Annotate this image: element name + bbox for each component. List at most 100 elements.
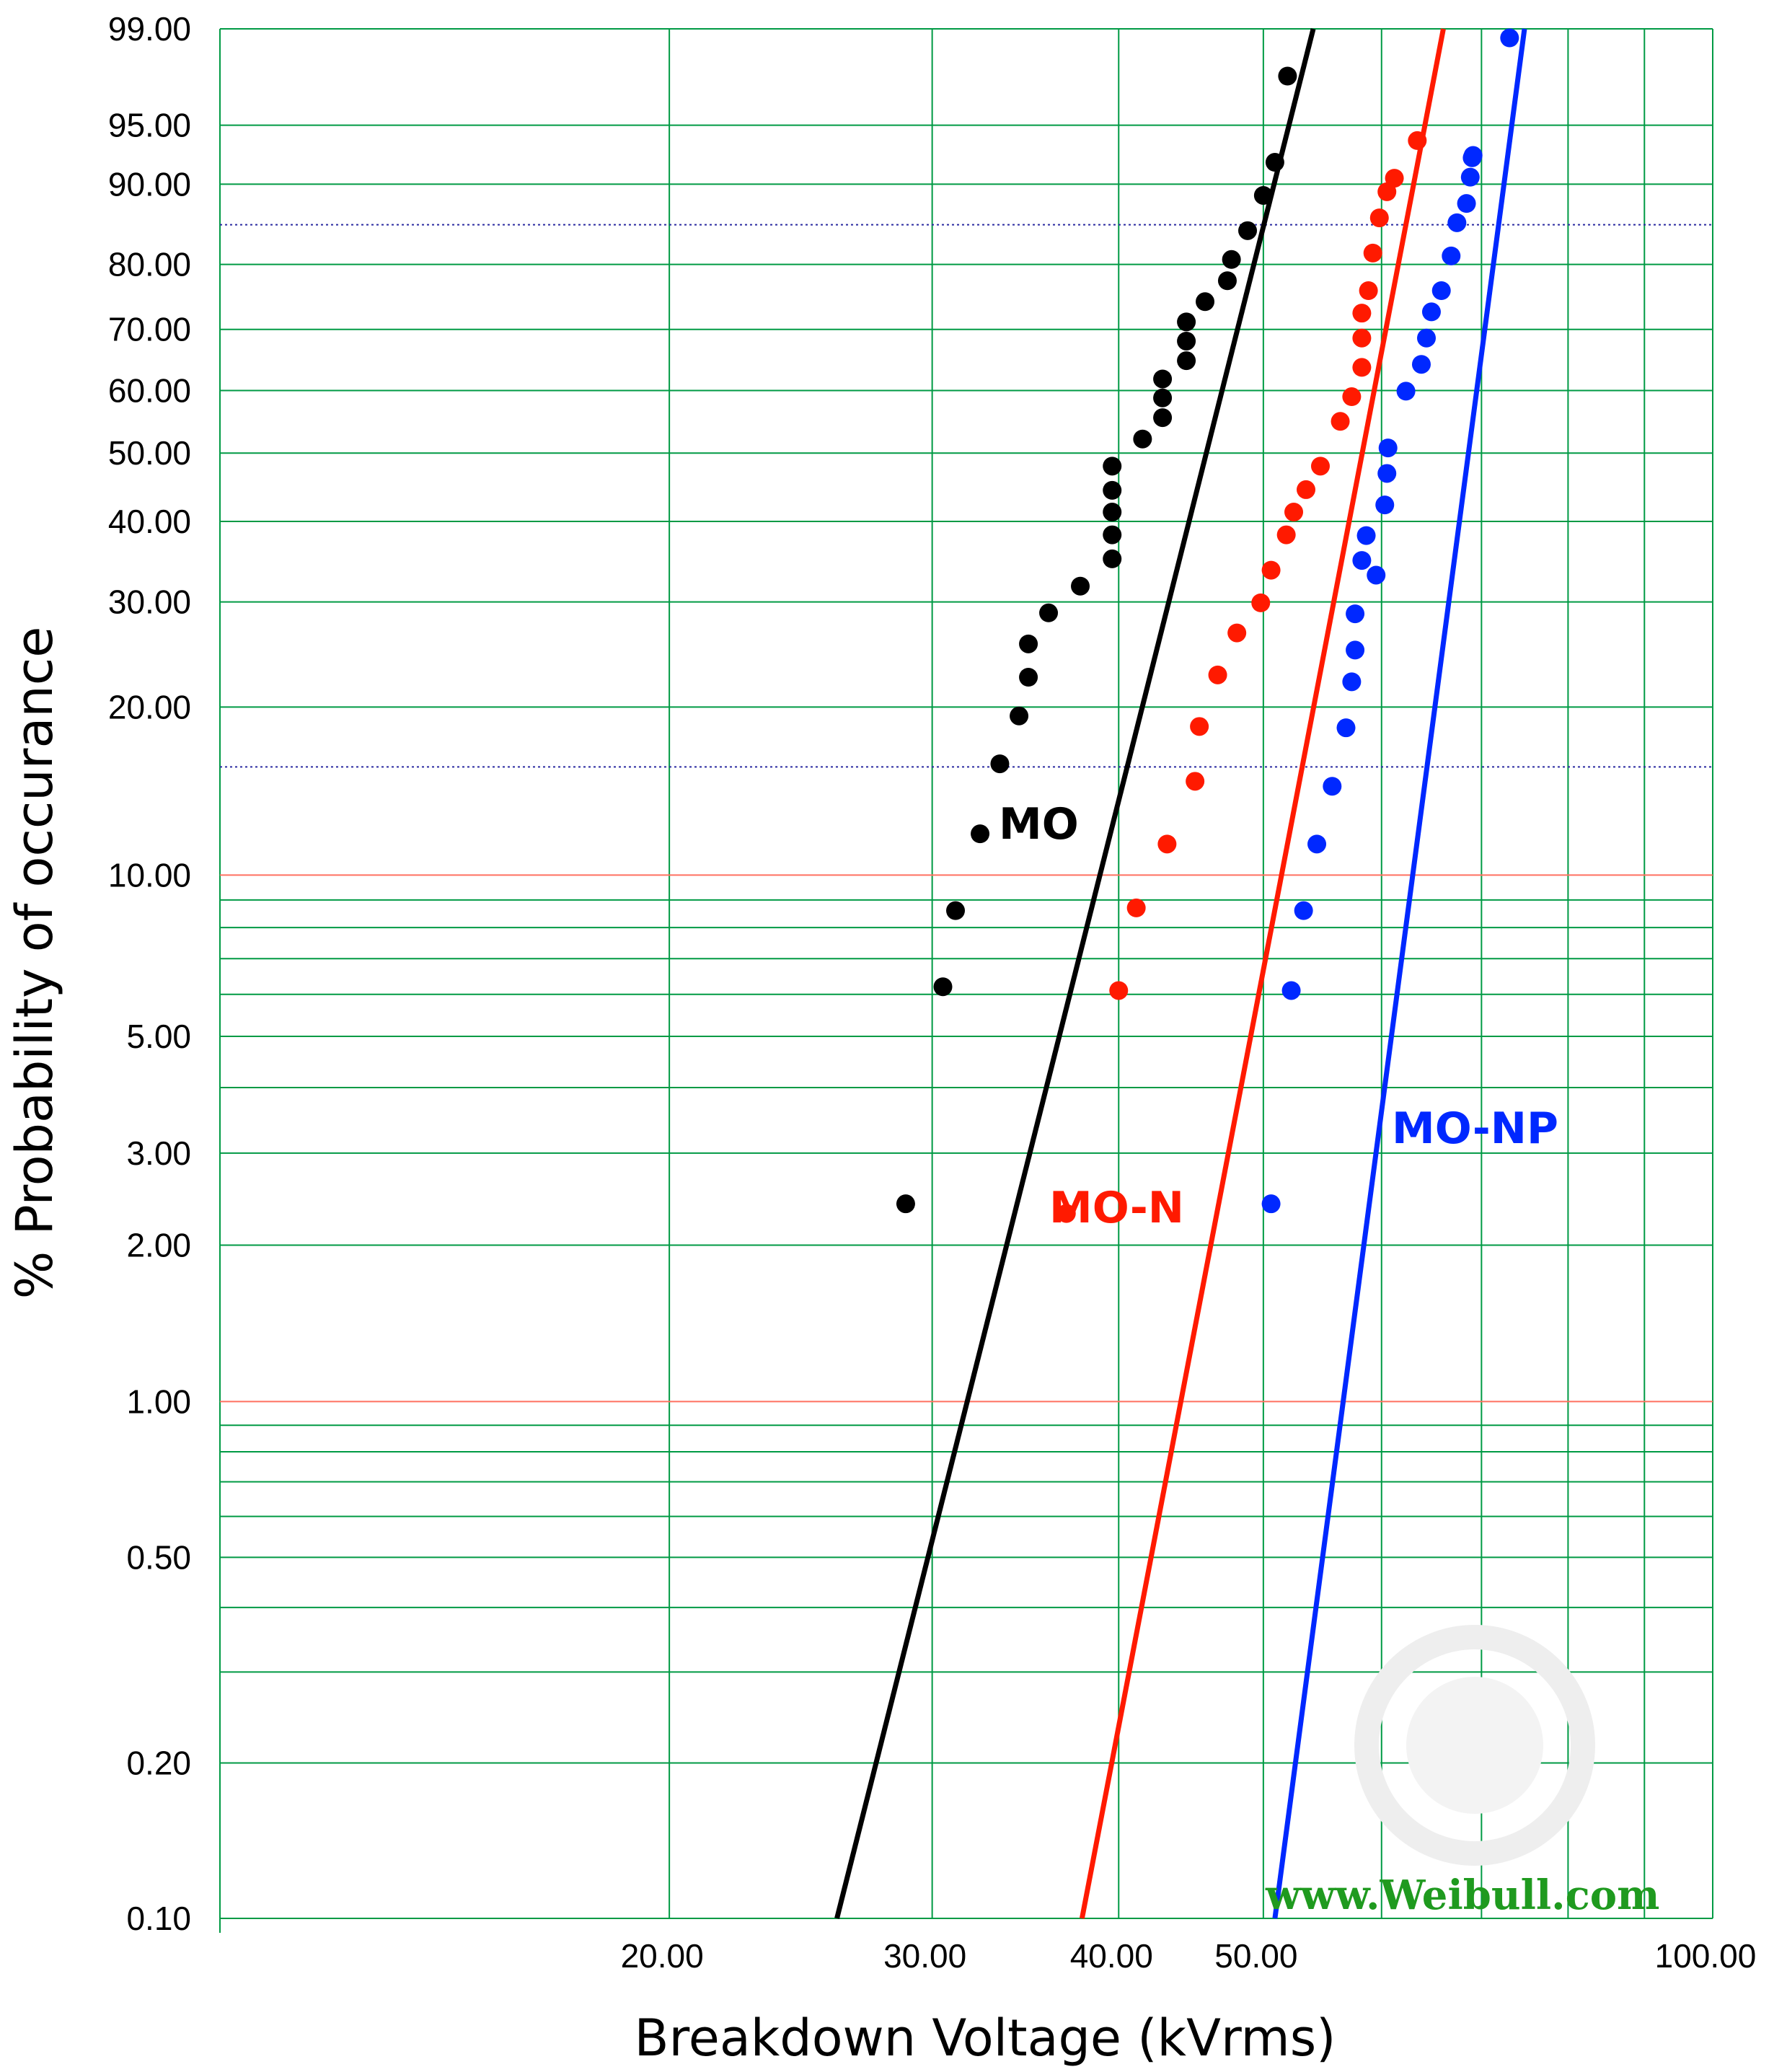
x-axis-title: Breakdown Voltage (kVrms) [635, 2009, 1336, 2068]
data-point-mo-n [1227, 623, 1247, 643]
data-point-mo-np [1416, 328, 1436, 348]
data-point-mo [1133, 429, 1152, 449]
series-label-mo-n: MO-N [1049, 1183, 1184, 1233]
data-point-mo-np [1411, 355, 1431, 374]
y-tick-label: 0.10 [126, 1900, 191, 1937]
fit-line-mo-n [1079, 28, 1446, 1919]
data-point-mo-n [1310, 457, 1330, 476]
data-point-mo-n [1363, 243, 1382, 263]
y-tick-label: 5.00 [126, 1018, 191, 1055]
y-tick-label: 60.00 [108, 372, 191, 410]
data-point-mo [1010, 706, 1029, 726]
data-point-mo-n [1369, 208, 1389, 228]
data-point-mo-np [1294, 901, 1313, 920]
data-point-mo [1153, 408, 1173, 428]
data-point-mo [1222, 250, 1241, 269]
website-watermark: www.Weibull.com [1265, 1872, 1659, 1919]
watermark-logo [1354, 1625, 1595, 1866]
data-point-mo [1265, 153, 1284, 172]
data-point-mo-n [1157, 834, 1177, 854]
data-point-mo-n [1352, 358, 1372, 377]
data-point-mo [1019, 667, 1038, 687]
data-point-mo [1039, 603, 1059, 622]
data-point-mo-n [1251, 593, 1271, 612]
data-point-mo-np [1352, 551, 1372, 570]
data-point-mo [990, 754, 1010, 774]
data-point-mo-np [1346, 640, 1365, 660]
data-point-mo [1103, 549, 1122, 568]
data-point-mo-np [1375, 495, 1395, 515]
y-tick-label: 0.50 [126, 1538, 191, 1576]
data-point-mo [1103, 457, 1122, 476]
data-point-mo [1103, 480, 1122, 500]
data-point-mo [971, 824, 990, 844]
y-tick-label: 10.00 [108, 856, 191, 894]
data-point-mo-np [1307, 834, 1327, 854]
data-point-mo-n [1352, 304, 1372, 323]
data-point-mo [1253, 185, 1273, 205]
data-point-mo [1019, 634, 1038, 653]
y-tick-label: 95.00 [108, 107, 191, 144]
y-tick-label: 40.00 [108, 503, 191, 540]
data-point-mo-np [1462, 148, 1482, 167]
series-labels: MO MO-N MO-NP [999, 799, 1558, 1233]
data-point-mo-n [1352, 328, 1372, 348]
data-point-mo-n [1190, 717, 1209, 736]
data-point-mo-n [1331, 412, 1350, 431]
watermark-seal-center [1406, 1677, 1543, 1814]
data-point-mo [933, 977, 953, 997]
data-point-mo-n [1385, 169, 1404, 188]
data-point-mo [1278, 66, 1297, 86]
data-point-mo-np [1378, 438, 1398, 458]
y-tick-label: 20.00 [108, 688, 191, 726]
data-point-mo-n [1408, 131, 1427, 150]
x-tick-label: 100.00 [1655, 1937, 1757, 1975]
y-axis-title: % Probability of occurance [5, 627, 64, 1300]
data-point-mo-np [1457, 194, 1476, 213]
fit-line-mo [834, 28, 1316, 1919]
data-point-mo-np [1342, 672, 1362, 692]
data-point-mo [1238, 221, 1258, 240]
data-point-mo-n [1261, 560, 1281, 580]
data-point-mo-np [1281, 981, 1301, 1000]
data-point-mo-n [1056, 1204, 1076, 1223]
x-tick-label: 40.00 [1070, 1937, 1153, 1975]
x-tick-label: 50.00 [1214, 1937, 1297, 1975]
y-tick-label: 0.20 [126, 1745, 191, 1782]
data-point-mo-n [1126, 898, 1146, 917]
data-point-mo-np [1460, 167, 1480, 187]
data-points [896, 28, 1519, 1223]
data-point-mo-n [1109, 981, 1129, 1000]
y-tick-label: 90.00 [108, 165, 191, 203]
data-point-mo-np [1336, 718, 1356, 738]
x-tick-labels: 20.00 30.00 40.00 50.00 100.00 [621, 1937, 1757, 1975]
data-point-mo-np [1261, 1194, 1281, 1214]
y-tick-label: 2.00 [126, 1226, 191, 1264]
data-point-mo-np [1346, 604, 1365, 624]
data-point-mo-np [1377, 464, 1397, 483]
data-point-mo [1177, 312, 1196, 332]
data-point-mo [1177, 351, 1196, 371]
data-point-mo [1217, 271, 1237, 291]
data-point-mo [1103, 525, 1122, 545]
series-label-mo: MO [999, 799, 1079, 850]
y-tick-label: 70.00 [108, 311, 191, 348]
data-point-mo [1177, 331, 1196, 351]
fit-line-mo-np [1272, 28, 1527, 1919]
data-point-mo-n [1276, 525, 1296, 545]
x-tick-label: 20.00 [621, 1937, 704, 1975]
data-point-mo-n [1359, 281, 1378, 301]
data-point-mo-n [1208, 665, 1227, 684]
data-point-mo-np [1367, 565, 1386, 585]
watermark-seal [1354, 1625, 1595, 1866]
data-point-mo-n [1342, 387, 1362, 407]
data-point-mo-np [1431, 281, 1451, 301]
y-tick-labels: 99.00 95.00 90.00 80.00 70.00 60.00 50.00 40.00… [108, 10, 191, 1937]
data-point-mo [1153, 388, 1173, 407]
data-point-mo [1196, 292, 1215, 312]
data-point-mo-n [1284, 503, 1304, 522]
series-label-mo-np: MO-NP [1392, 1103, 1558, 1154]
y-tick-label: 1.00 [126, 1383, 191, 1420]
data-point-mo-n [1186, 772, 1205, 791]
